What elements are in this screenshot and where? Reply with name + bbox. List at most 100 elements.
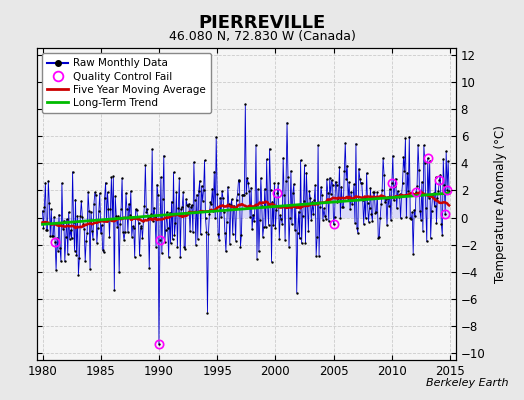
Point — [214, 231, 222, 237]
Point — [228, 230, 237, 237]
Point — [163, 225, 172, 232]
Point — [401, 135, 410, 141]
Point — [125, 200, 133, 207]
Point — [258, 234, 267, 240]
Point — [370, 189, 378, 196]
Point — [272, 206, 280, 213]
Point — [414, 142, 422, 148]
Point — [445, 188, 453, 194]
Point — [185, 200, 193, 207]
Point — [232, 237, 240, 244]
Point — [135, 252, 144, 258]
Point — [311, 182, 319, 189]
Point — [415, 166, 423, 173]
Point — [407, 216, 416, 222]
Point — [356, 175, 364, 182]
Point — [170, 232, 179, 239]
Point — [428, 208, 436, 214]
Point — [209, 208, 217, 214]
Point — [167, 240, 175, 246]
Point — [343, 162, 352, 169]
Point — [422, 204, 430, 211]
Point — [114, 213, 123, 219]
Point — [100, 249, 108, 255]
Point — [334, 195, 343, 202]
Point — [91, 189, 99, 196]
Point — [121, 228, 129, 235]
Point — [397, 193, 406, 199]
Point — [371, 209, 379, 216]
Point — [94, 225, 102, 232]
Point — [384, 195, 392, 202]
Point — [403, 170, 411, 176]
Point — [69, 168, 77, 175]
Point — [146, 214, 155, 220]
Point — [243, 175, 252, 181]
Point — [331, 178, 340, 185]
Point — [388, 180, 396, 187]
Point — [157, 174, 165, 180]
Point — [396, 215, 405, 221]
Point — [75, 254, 83, 261]
Point — [167, 198, 176, 205]
Point — [68, 235, 76, 242]
Point — [391, 175, 400, 182]
Point — [308, 198, 316, 205]
Point — [302, 169, 311, 176]
Point — [160, 239, 169, 245]
Point — [54, 248, 62, 254]
Point — [216, 194, 224, 201]
Point — [409, 250, 418, 257]
Point — [291, 227, 299, 233]
Point — [275, 236, 283, 242]
Point — [79, 221, 88, 228]
Point — [211, 215, 220, 222]
Point — [66, 235, 74, 242]
Point — [365, 205, 374, 211]
Point — [298, 213, 307, 220]
Point — [435, 177, 444, 183]
Point — [40, 204, 49, 210]
Point — [184, 203, 192, 210]
Point — [316, 204, 324, 210]
Point — [418, 179, 426, 185]
Point — [138, 235, 147, 242]
Point — [287, 168, 295, 174]
Point — [160, 152, 168, 159]
Point — [81, 258, 90, 264]
Point — [389, 197, 398, 204]
Point — [313, 234, 321, 240]
Point — [49, 233, 57, 239]
Point — [60, 218, 68, 224]
Point — [254, 186, 262, 192]
Point — [297, 157, 305, 164]
Point — [149, 218, 157, 224]
Point — [109, 173, 117, 180]
Point — [73, 213, 82, 219]
Point — [336, 214, 345, 221]
Point — [206, 199, 214, 206]
Point — [174, 204, 182, 211]
Point — [116, 221, 124, 228]
Point — [219, 194, 227, 201]
Point — [181, 246, 189, 252]
Point — [238, 192, 247, 198]
Point — [168, 236, 177, 242]
Point — [357, 180, 366, 186]
Point — [200, 157, 209, 164]
Point — [266, 186, 275, 193]
Point — [59, 226, 67, 232]
Point — [273, 190, 281, 196]
Point — [400, 167, 409, 174]
Point — [120, 237, 128, 243]
Point — [429, 191, 437, 198]
Point — [55, 211, 63, 218]
Point — [333, 199, 342, 206]
Point — [304, 227, 313, 234]
Point — [67, 227, 75, 233]
Point — [172, 189, 181, 195]
Point — [249, 212, 257, 218]
Point — [234, 177, 243, 183]
Point — [159, 196, 167, 202]
Point — [173, 244, 182, 250]
